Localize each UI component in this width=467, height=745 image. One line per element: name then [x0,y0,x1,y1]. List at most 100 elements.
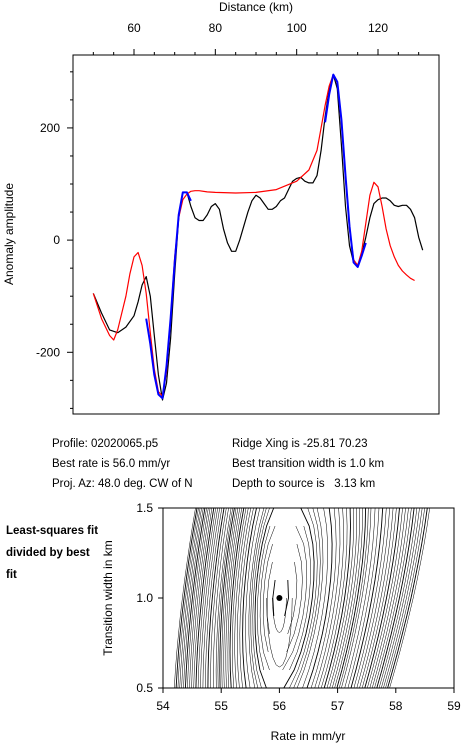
contour-line [367,507,403,689]
contour-line [381,507,420,689]
contour-line [217,507,233,689]
contour-line [177,507,199,689]
x-tick-label: 120 [368,21,388,35]
contour-line [361,507,397,689]
best-rate-label: Best rate is 56.0 mm/yr [52,458,171,470]
x-axis-ticks: 60 80 100 120 [92,21,420,55]
contour-line [254,507,275,689]
contour-line [266,561,273,635]
contour-line [287,561,298,635]
x-tick-label: 54 [156,699,170,713]
contour-line [187,507,207,689]
contour-line [385,507,425,689]
contour-line [213,507,229,689]
contour-line [252,507,270,689]
contour-line [336,507,367,689]
contour-line [210,507,227,688]
contour-line [364,507,400,689]
contour-line [223,507,239,689]
contour-line [314,507,341,689]
contour-line [310,507,337,689]
contour-line [282,525,308,671]
contour-line [286,543,303,653]
contour-line [338,507,369,689]
contour-line [334,507,363,689]
contour-line [272,579,276,617]
contour-line [191,507,211,689]
contour-line [387,507,428,689]
contour-line [341,507,372,689]
contour-line [347,507,380,689]
contour-line [331,507,361,689]
profile-label: Profile: 02020065.p5 [52,438,159,450]
x-axis-title: Rate in mm/yr [271,729,346,743]
contour-line [245,507,261,689]
contour-line [289,525,311,671]
y-axis-ticks: -200 0 200 [36,71,73,409]
best-fit-point [276,595,283,601]
contour-line [329,508,357,689]
contour-line [202,507,220,689]
contour-line [189,507,209,689]
contour-line [293,507,321,689]
contour-line [283,507,315,689]
x-tick-label: 55 [215,699,229,713]
y-tick-label: 1.5 [136,501,153,515]
contour-line [242,507,257,689]
contour-line [272,597,287,633]
series-group [92,73,424,401]
misfit-contour-plot: 54 55 56 57 58 59 0.5 1.0 1.5 Rate in mm/yr Tra… [101,501,461,743]
model-profile-line [92,74,415,397]
contour-line [353,507,387,689]
contour-line [383,507,423,689]
x-tick-label: 100 [287,21,307,35]
contour-line [257,525,271,671]
contour-line [215,507,232,689]
x-tick-label: 80 [209,21,223,35]
contour-line [369,507,406,689]
contour-line [359,507,394,689]
contour-line [219,507,235,689]
contour-line [183,507,204,689]
contour-line [234,507,249,689]
y-tick-label: 200 [40,121,60,135]
x-tick-label: 60 [127,21,141,35]
contour-line [374,507,412,689]
contour-line [195,507,215,689]
contour-line [229,507,245,689]
y-tick-label: 0 [53,233,60,247]
contour-line [184,507,206,689]
y-axis-title: Anomaly amplitude [2,183,16,285]
contour-line [356,507,390,689]
contour-line [205,507,223,689]
contour-line [239,507,254,689]
contour-line [389,507,430,689]
y-axis-ticks: 0.5 1.0 1.5 [136,501,163,695]
x-tick-label: 59 [447,699,461,713]
contour-line [174,507,196,689]
best-transition-label: Best transition width is 1.0 km [232,458,385,470]
contour-line [317,507,344,689]
contour-lines [174,507,430,689]
anomaly-profile-plot: 60 80 100 120 -200 0 200 Distance (km) Anomal… [2,0,440,415]
y-tick-label: 0.5 [136,681,153,695]
x-axis-title: Distance (km) [219,0,293,14]
ridge-crossing-label: Ridge Xing is -25.81 70.23 [232,438,368,450]
contour-line [225,507,241,689]
contour-line [296,507,324,689]
contour-line [259,525,276,671]
contour-line [236,507,252,689]
contour-line [376,507,415,689]
contour-line [262,543,273,653]
x-tick-label: 57 [331,699,345,713]
contour-line [179,507,201,689]
contour-line [250,507,267,689]
contour-line [326,507,354,689]
contour-line [302,507,328,689]
contour-line [197,507,216,689]
contour-line [344,507,376,689]
contour-line [193,507,213,689]
contour-description: Least-squares fit divided by best fit [6,525,99,581]
contour-line [221,507,237,689]
